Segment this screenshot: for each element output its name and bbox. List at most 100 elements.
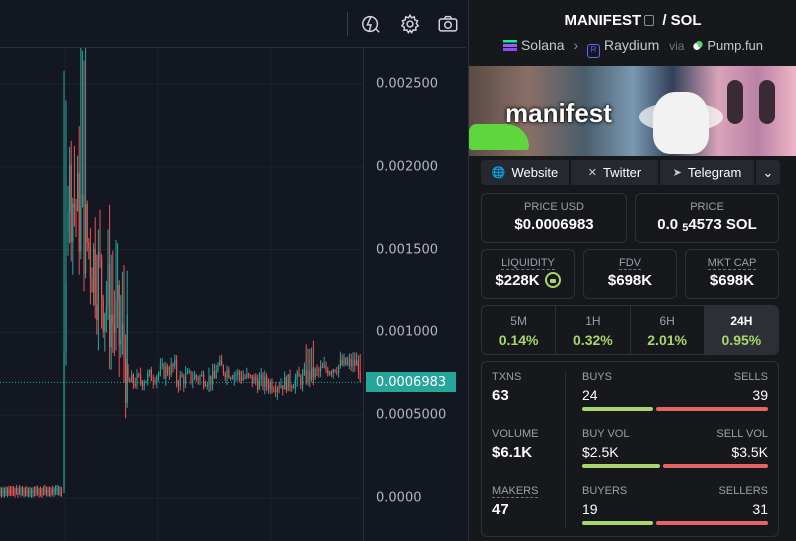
candle-body bbox=[359, 370, 361, 383]
liquidity-box: LIQUIDITY $228K bbox=[481, 249, 575, 299]
candle bbox=[30, 487, 33, 498]
price-sol-rest: 4573 SOL bbox=[688, 216, 757, 233]
candle-body bbox=[221, 360, 223, 366]
candle bbox=[233, 372, 235, 386]
candle bbox=[305, 344, 307, 385]
candle-body bbox=[197, 377, 199, 381]
copy-icon[interactable] bbox=[644, 15, 655, 26]
website-button[interactable]: 🌐 Website bbox=[481, 160, 569, 185]
price-change-value: 0.95% bbox=[721, 332, 762, 348]
candle-body bbox=[99, 251, 101, 259]
twitter-button[interactable]: ✕ Twitter bbox=[571, 160, 658, 185]
candle bbox=[168, 365, 170, 380]
candle-body bbox=[240, 375, 242, 381]
candle-body bbox=[3, 491, 6, 493]
candle bbox=[110, 254, 112, 370]
candle-body bbox=[110, 314, 112, 348]
candle-body bbox=[47, 490, 49, 492]
candle-body bbox=[307, 371, 309, 383]
candle-body bbox=[329, 372, 331, 375]
candle-body bbox=[267, 384, 269, 389]
pumpfun-pill-icon bbox=[692, 39, 705, 52]
candle bbox=[309, 348, 311, 388]
candle-body bbox=[101, 258, 103, 300]
candle-body bbox=[45, 491, 48, 493]
candle-body bbox=[149, 370, 151, 374]
base-token-symbol: MANIFEST bbox=[564, 12, 642, 29]
candle-body bbox=[126, 314, 128, 403]
telegram-button[interactable]: ➤ Telegram bbox=[660, 160, 754, 185]
candle bbox=[267, 378, 269, 394]
dex-link[interactable]: Raydium bbox=[604, 37, 660, 53]
candle bbox=[352, 352, 354, 373]
candle-body bbox=[253, 376, 255, 384]
candle bbox=[69, 146, 71, 244]
candle bbox=[134, 377, 136, 389]
chain-link[interactable]: Solana bbox=[520, 37, 565, 53]
candle bbox=[38, 487, 40, 498]
candle bbox=[170, 357, 172, 378]
candle-body bbox=[314, 369, 316, 378]
launchpad-link[interactable]: Pump.fun bbox=[707, 38, 764, 53]
candle bbox=[149, 369, 151, 377]
candle bbox=[338, 364, 340, 378]
tab-5m[interactable]: 5M 0.14% bbox=[482, 306, 557, 354]
candle bbox=[89, 228, 91, 305]
banner-car-shape bbox=[469, 124, 529, 150]
price-chart[interactable] bbox=[0, 48, 466, 541]
candle bbox=[78, 126, 80, 275]
candle-body bbox=[266, 376, 268, 385]
txns-label: TXNS bbox=[492, 371, 522, 383]
market-cap-label: MKT CAP bbox=[686, 257, 778, 270]
candle bbox=[60, 486, 63, 497]
candle-body bbox=[48, 491, 51, 493]
candle-body bbox=[199, 376, 201, 381]
candle bbox=[77, 155, 79, 212]
candle-body bbox=[303, 369, 305, 374]
indicator-lightning-icon[interactable] bbox=[358, 11, 384, 37]
candle bbox=[132, 373, 134, 390]
candle-body bbox=[316, 369, 318, 371]
candle-body bbox=[86, 203, 88, 243]
candle bbox=[109, 204, 111, 370]
tab-6h[interactable]: 6H 2.01% bbox=[631, 306, 705, 354]
candle bbox=[154, 377, 156, 385]
candle bbox=[105, 280, 107, 333]
candle-body bbox=[233, 374, 235, 379]
candle bbox=[206, 382, 208, 390]
settings-gear-icon[interactable] bbox=[397, 11, 423, 37]
tab-1h[interactable]: 1H 0.32% bbox=[556, 306, 631, 354]
candle-body bbox=[204, 385, 206, 387]
candle-body bbox=[57, 490, 60, 492]
candle-body bbox=[30, 491, 33, 493]
chart-pane[interactable]: 0.002500 0.002000 0.001500 0.001000 0.00… bbox=[0, 0, 466, 541]
candle-body bbox=[145, 380, 147, 383]
candle-body bbox=[350, 359, 352, 367]
toolbar-separator bbox=[347, 12, 348, 36]
candle-body bbox=[102, 299, 104, 332]
candle-body bbox=[69, 164, 71, 212]
candle-body bbox=[174, 359, 176, 367]
candle bbox=[51, 485, 54, 496]
camera-icon[interactable] bbox=[435, 11, 461, 37]
lock-icon[interactable] bbox=[544, 272, 561, 288]
sellers-label: SELLERS bbox=[718, 485, 768, 497]
candle bbox=[41, 487, 43, 498]
tab-24h[interactable]: 24H 0.95% bbox=[704, 306, 778, 354]
candle-body bbox=[168, 373, 170, 375]
candle bbox=[57, 485, 60, 496]
candle bbox=[174, 354, 176, 370]
candle-body bbox=[120, 338, 122, 345]
candle bbox=[329, 370, 331, 376]
more-links-button[interactable]: ⌄ bbox=[756, 160, 780, 185]
candle bbox=[167, 363, 169, 377]
tab-label: 6H bbox=[659, 314, 675, 328]
candle-body bbox=[138, 374, 140, 376]
candle-body bbox=[54, 488, 57, 491]
price-usd-value: $0.0006983 bbox=[514, 216, 594, 233]
candle bbox=[224, 371, 226, 382]
candle bbox=[99, 209, 101, 268]
candle bbox=[9, 486, 12, 497]
candle-body bbox=[50, 492, 52, 494]
candle bbox=[5, 486, 7, 497]
